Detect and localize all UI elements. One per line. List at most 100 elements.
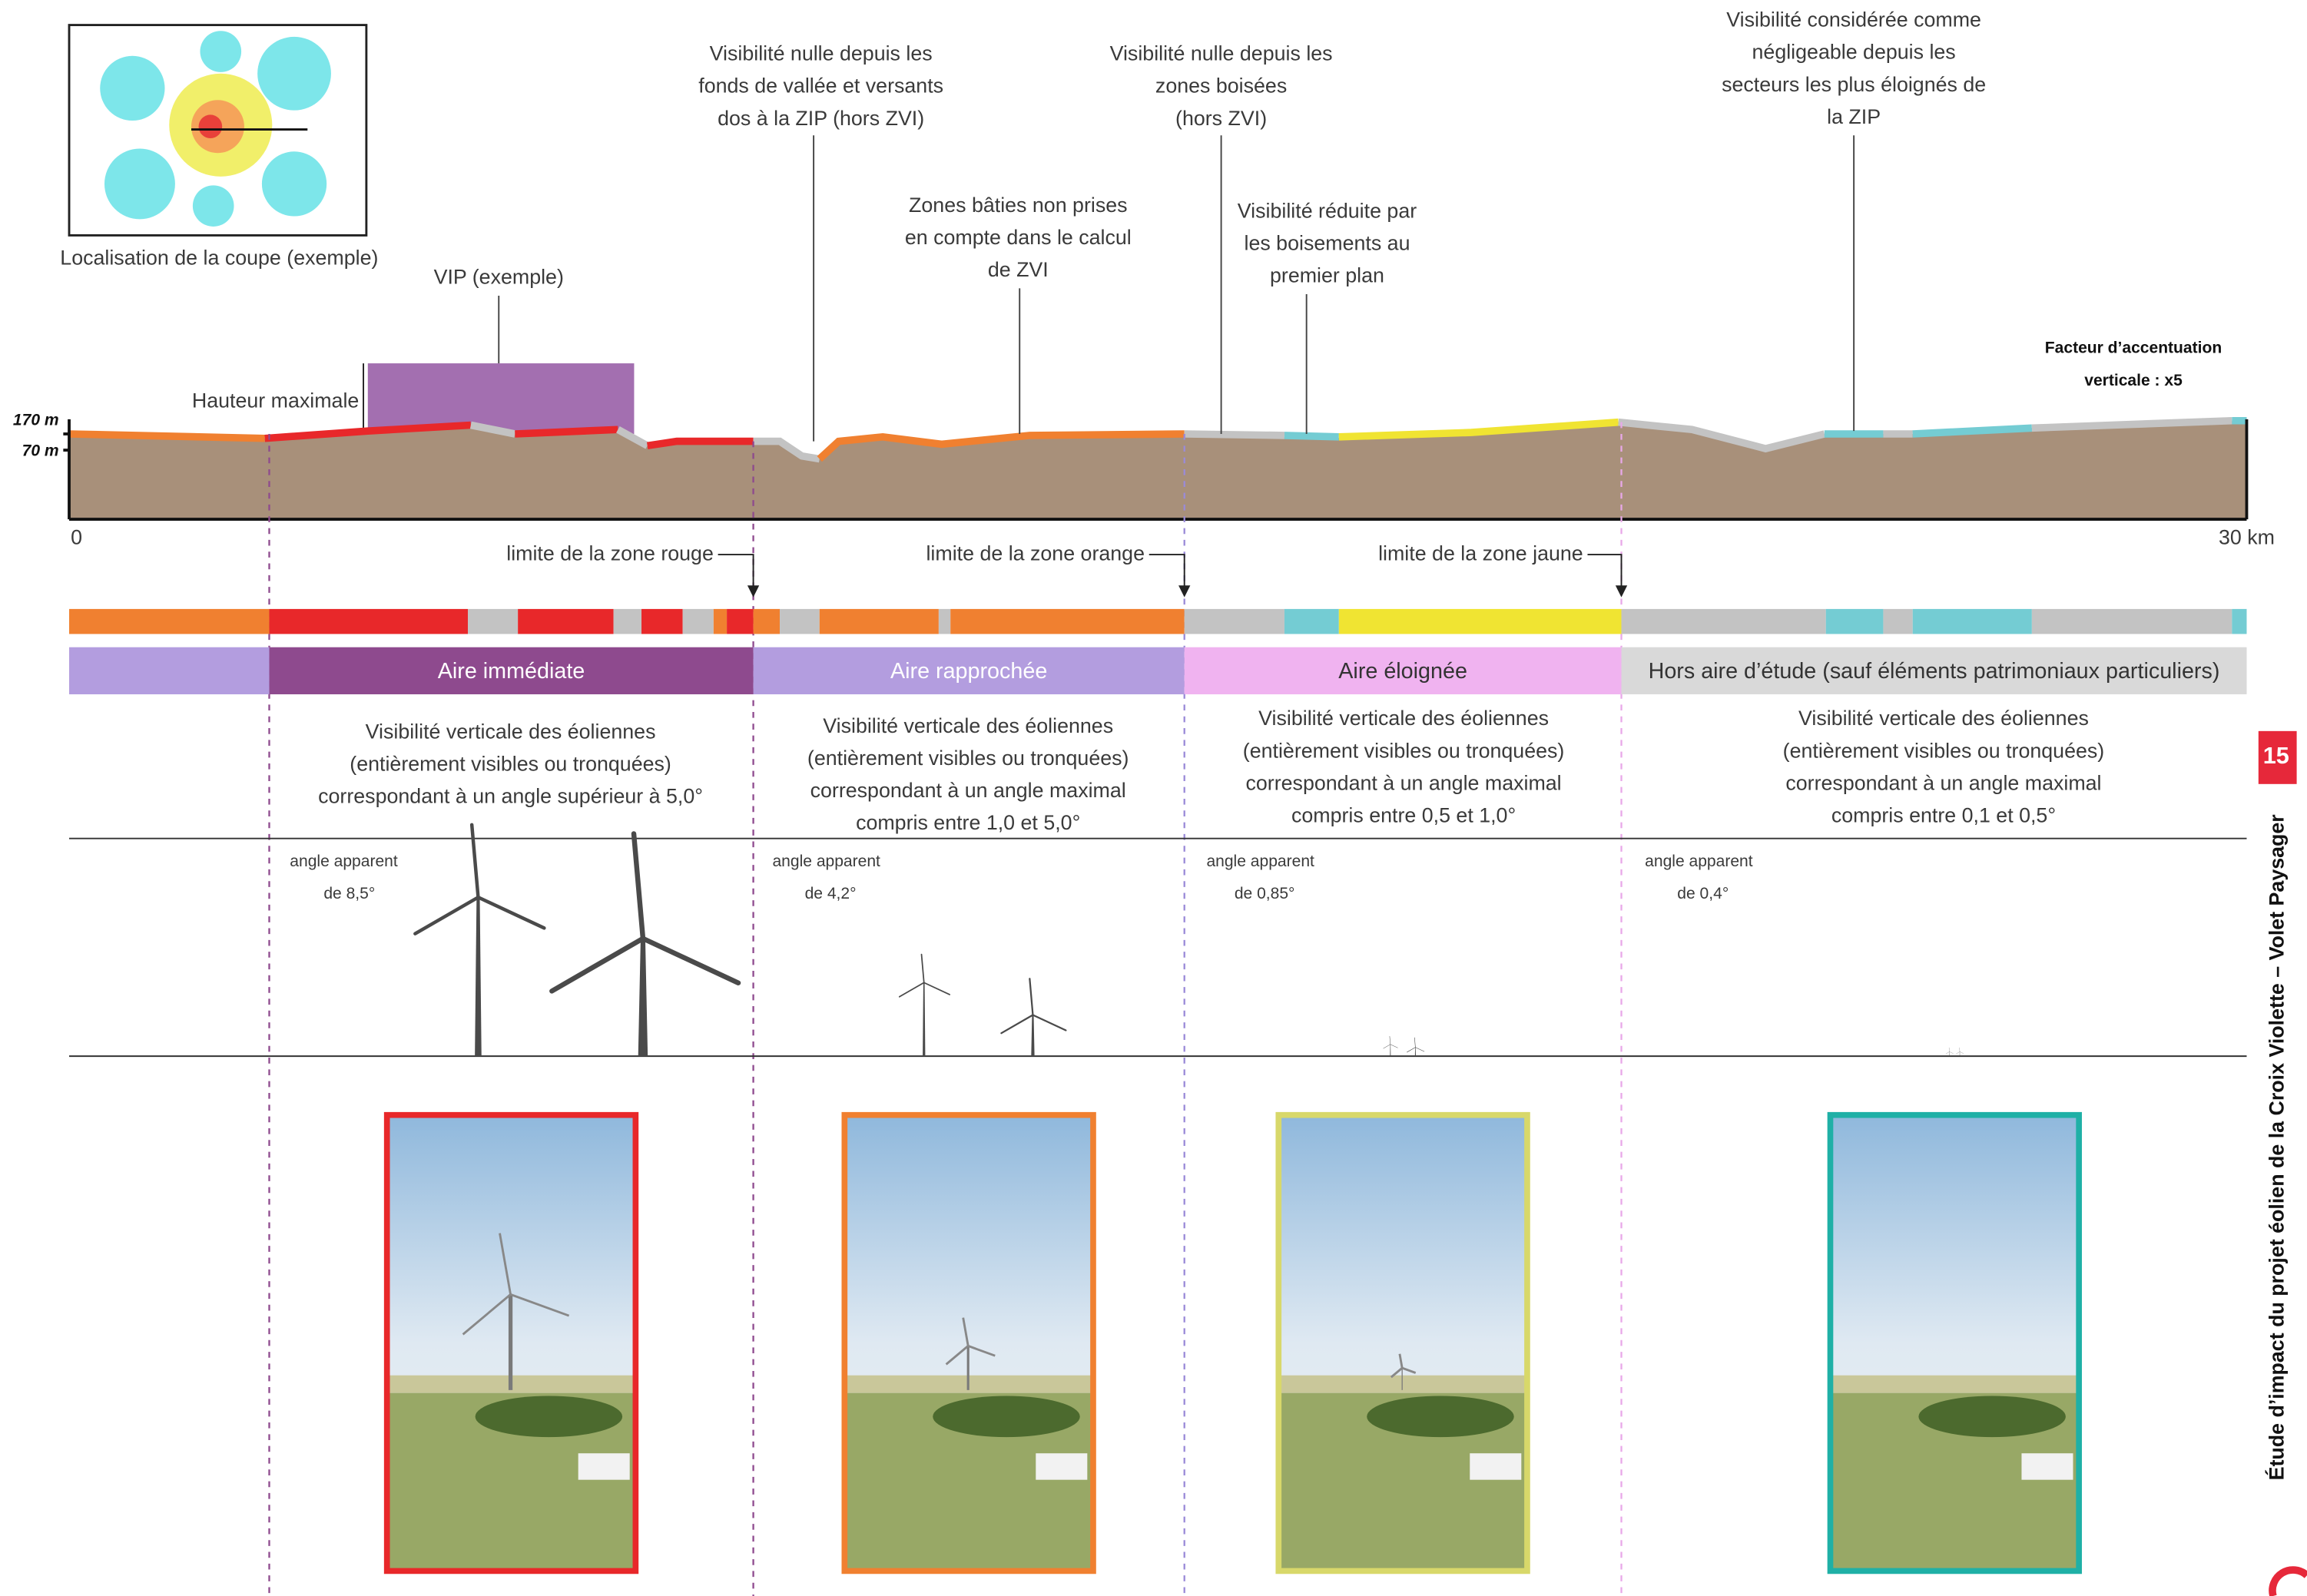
- description: (entièrement visibles ou tronquées): [350, 753, 671, 776]
- description: Visibilité verticale des éoliennes: [1798, 707, 2089, 730]
- area-label: Aire éloignée: [1338, 659, 1467, 684]
- description: correspondant à un angle maximal: [1785, 771, 2101, 794]
- angle-label: angle apparent: [1206, 853, 1314, 870]
- limit-label: limite de la zone orange: [926, 542, 1145, 565]
- annotation: premier plan: [1270, 264, 1384, 287]
- bar-segment: [1185, 609, 1284, 634]
- angle-label: angle apparent: [290, 853, 398, 870]
- bar-segment: [2232, 609, 2246, 634]
- annotation: Visibilité réduite par: [1238, 199, 1417, 222]
- blade: [643, 939, 738, 983]
- blade: [1950, 1051, 1954, 1053]
- altitude-label: 170 m: [13, 412, 59, 429]
- tower: [638, 939, 648, 1056]
- turbine: [1384, 1036, 1398, 1056]
- photo: [1278, 1115, 1527, 1571]
- annotation: en compte dans le calcul: [905, 226, 1132, 249]
- blade: [478, 897, 544, 928]
- annotation: Visibilité considérée comme: [1726, 8, 1981, 31]
- turbine: [1407, 1038, 1424, 1056]
- description: Visibilité verticale des éoliennes: [1258, 707, 1549, 730]
- description: (entièrement visibles ou tronquées): [1783, 739, 2105, 762]
- turbine: [415, 825, 544, 1056]
- diagram: Localisation de la coupe (exemple) VIP (…: [0, 0, 2307, 1596]
- photo: [1830, 1115, 2079, 1571]
- blade: [924, 982, 950, 995]
- vip-label: VIP (exemple): [434, 266, 564, 289]
- angle-value: de 0,85°: [1235, 885, 1295, 902]
- turbine: [1001, 978, 1066, 1056]
- bar-segment: [518, 609, 613, 634]
- bar-segment: [69, 609, 269, 634]
- annotation: négligeable depuis les: [1752, 41, 1956, 64]
- color-bar: [69, 609, 2246, 634]
- bar-segment: [714, 609, 727, 634]
- distance-label: 30 km: [2219, 526, 2275, 549]
- description: compris entre 0,5 et 1,0°: [1291, 804, 1516, 827]
- photo-bushes: [1918, 1396, 2066, 1438]
- angle-value: de 8,5°: [323, 885, 375, 902]
- altitude-label: 70 m: [22, 442, 59, 460]
- area-cell: [69, 647, 269, 694]
- page-number: 15: [2263, 743, 2289, 769]
- blade: [1029, 978, 1033, 1015]
- angle-label: angle apparent: [1645, 853, 1753, 870]
- blade: [900, 982, 924, 996]
- description: compris entre 0,1 et 0,5°: [1831, 804, 2056, 827]
- bar-segment: [950, 609, 1185, 634]
- map-caption: Localisation de la coupe (exemple): [60, 247, 378, 270]
- tower: [475, 897, 482, 1056]
- area-label: Hors aire d’étude (sauf éléments patrimo…: [1649, 659, 2220, 684]
- bar-segment: [939, 609, 950, 634]
- photo-bushes: [476, 1396, 623, 1438]
- limit-label: limite de la zone jaune: [1378, 542, 1583, 565]
- vip-box: [368, 363, 635, 434]
- annotation: de ZVI: [988, 258, 1049, 281]
- bar-segment: [641, 609, 683, 634]
- bar-segment: [1883, 609, 1912, 634]
- blade: [1414, 1038, 1415, 1048]
- bar-segment: [1622, 609, 1826, 634]
- angle-label: angle apparent: [772, 853, 880, 870]
- blade: [1384, 1045, 1390, 1048]
- description: correspondant à un angle maximal: [1246, 771, 1562, 794]
- area-band: Aire immédiateAire rapprochéeAire éloign…: [69, 647, 2246, 694]
- blade: [1001, 1015, 1033, 1033]
- tower: [1415, 1048, 1416, 1056]
- blade: [1407, 1048, 1415, 1052]
- photo-trailer: [1036, 1453, 1087, 1479]
- turbine: [1956, 1048, 1963, 1056]
- angle-value: de 0,4°: [1677, 885, 1729, 902]
- bar-segment: [1826, 609, 1884, 634]
- page: Localisation de la coupe (exemple) VIP (…: [0, 0, 2307, 1596]
- arrow-head: [1616, 585, 1627, 597]
- blade: [552, 939, 643, 991]
- blade: [634, 833, 643, 938]
- annotation: zones boisées: [1155, 75, 1287, 98]
- tower: [1031, 1015, 1034, 1056]
- bar-segment: [727, 609, 753, 634]
- bar-segment: [754, 609, 780, 634]
- angle-value: de 4,2°: [805, 885, 857, 902]
- bar-segment: [468, 609, 518, 634]
- annotation: secteurs les plus éloignés de: [1722, 73, 1986, 96]
- photo-bushes: [933, 1396, 1080, 1438]
- annotation: Visibilité nulle depuis les: [1110, 42, 1333, 65]
- blade: [1390, 1045, 1398, 1048]
- description: correspondant à un angle supérieur à 5,0…: [318, 785, 703, 808]
- sidebar-title: Étude d’impact du projet éolien de la Cr…: [2264, 814, 2288, 1481]
- bar-segment: [780, 609, 820, 634]
- blade: [472, 825, 478, 897]
- height-label: Hauteur maximale: [192, 389, 359, 412]
- turbine: [900, 955, 950, 1056]
- blade: [1956, 1051, 1960, 1054]
- blade: [1415, 1048, 1424, 1051]
- annotation: la ZIP: [1827, 105, 1881, 128]
- annotation: Visibilité nulle depuis les: [710, 42, 933, 65]
- description: (entièrement visibles ou tronquées): [1243, 739, 1565, 762]
- distance-label: 0: [71, 526, 82, 549]
- blade: [1033, 1015, 1066, 1030]
- bar-segment: [1913, 609, 2032, 634]
- annotation: dos à la ZIP (hors ZVI): [718, 107, 924, 130]
- inset-map: [69, 25, 366, 236]
